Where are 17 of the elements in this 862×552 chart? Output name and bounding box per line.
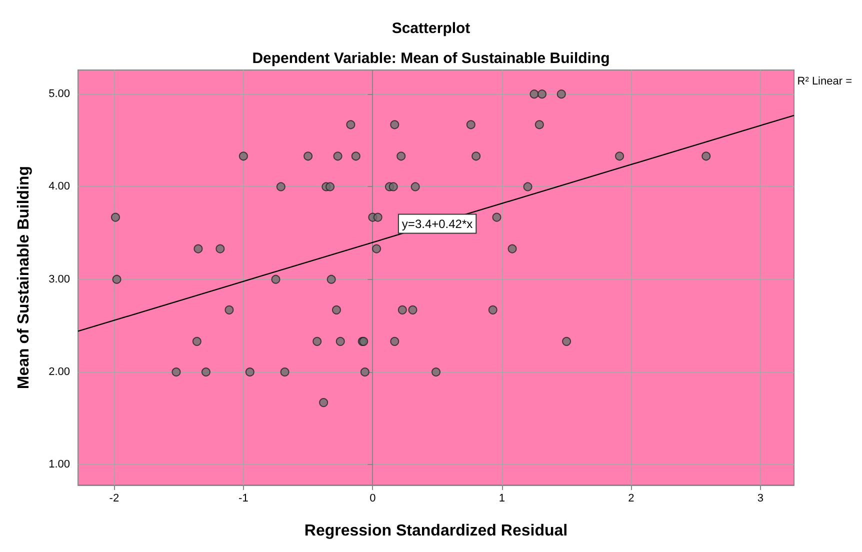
x-tick-label: 3 — [757, 492, 764, 504]
x-tick-label: -1 — [238, 492, 248, 504]
annotation: y=3.4+0.42*x — [402, 216, 473, 231]
y-tick-label: 3.00 — [48, 273, 70, 286]
y-tick-label: 4.00 — [48, 180, 70, 193]
x-tick-label: 2 — [628, 492, 634, 504]
text: R² Linear = — [797, 76, 852, 88]
x-tick-label: 0 — [370, 492, 376, 504]
y-axis-title: Mean of Sustainable Building — [16, 166, 32, 390]
x-tick-label: 1 — [498, 492, 505, 504]
chart-title: Scatterplot — [392, 20, 470, 37]
y-tick-label: 2.00 — [48, 366, 70, 378]
y-tick-label: 1.00 — [48, 458, 70, 471]
x-tick-label: -2 — [109, 492, 120, 504]
chart-subtitle: Dependent Variable: Mean of Sustainable Building — [252, 50, 610, 67]
y-tick-label: 5.00 — [48, 88, 70, 100]
x-axis-title: Regression Standardized Residual — [304, 522, 568, 540]
